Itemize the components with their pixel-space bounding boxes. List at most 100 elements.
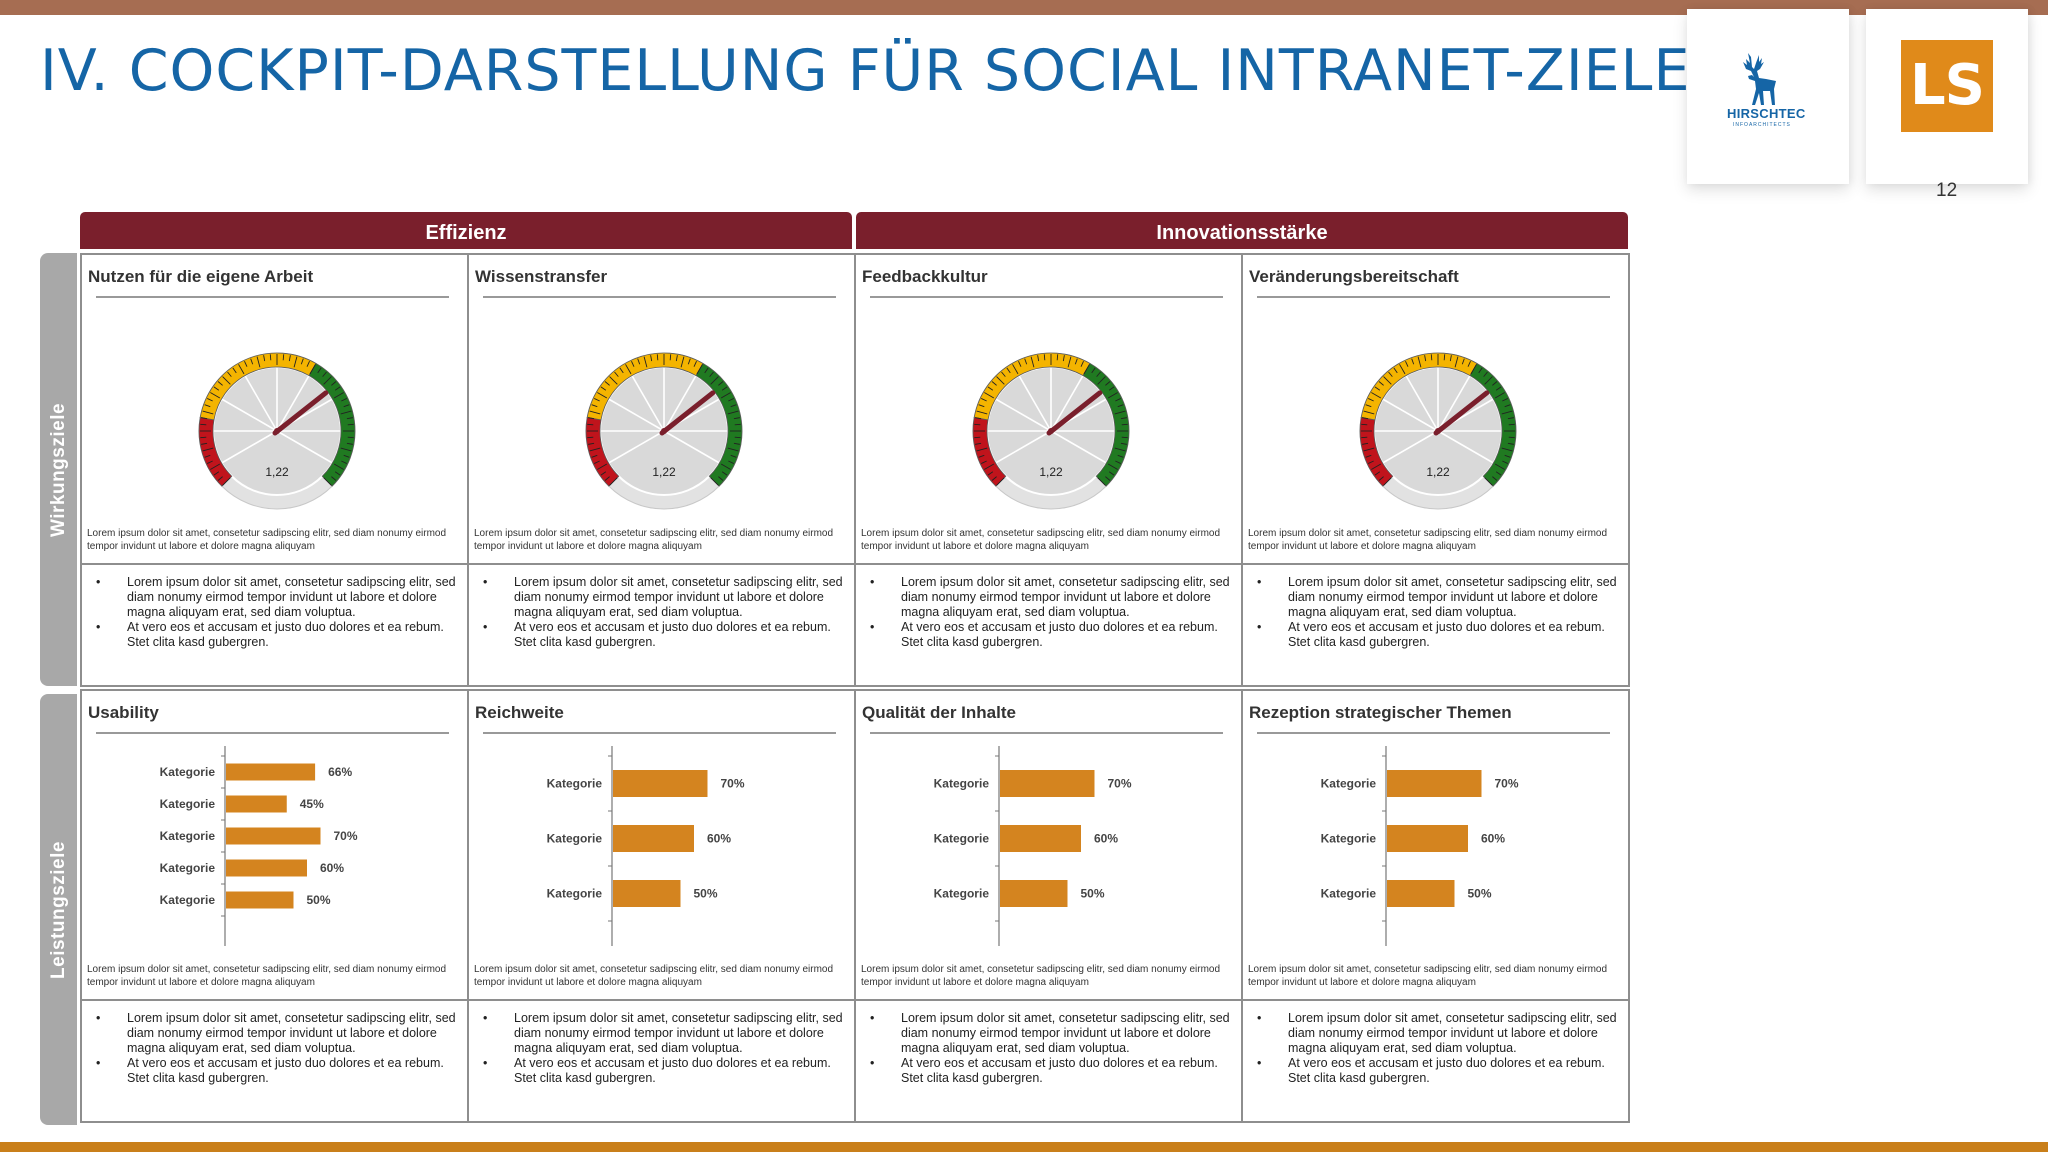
- bar-value-label: 70%: [1495, 777, 1519, 791]
- gauge-tick: [604, 381, 610, 386]
- gauge-tick: [213, 471, 220, 476]
- bar-category-label: Kategorie: [934, 887, 990, 901]
- gauge-tick: [656, 354, 659, 361]
- gauge-segment-divider: [1437, 375, 1471, 432]
- gauge-tick: [323, 477, 332, 486]
- gauge-tick: [1454, 356, 1459, 368]
- cell-title: Reichweite: [475, 703, 564, 722]
- gauge-tick: [996, 376, 1005, 385]
- gauge-tick: [204, 454, 211, 458]
- bar-chart: Kategorie 70% Kategorie 60% Kategorie 50%: [934, 746, 1132, 946]
- bullet-item: Lorem ipsum dolor sit amet, consetetur s…: [483, 1011, 844, 1056]
- title-underline: [870, 732, 1223, 734]
- gauge-band-green: [1082, 362, 1130, 487]
- gauge-tick: [1443, 354, 1446, 361]
- bar: [613, 880, 681, 907]
- bar: [1387, 770, 1482, 797]
- gauge-tick: [600, 386, 607, 391]
- gauge-tick: [210, 392, 221, 399]
- gauge-tick: [222, 477, 231, 486]
- title-underline: [483, 732, 836, 734]
- gauge-tick: [587, 436, 594, 439]
- gauge-tick: [1501, 410, 1513, 415]
- gauge-tick: [1074, 358, 1078, 365]
- gauge-tick: [201, 442, 208, 445]
- bar: [1000, 825, 1081, 852]
- bar-value-label: 66%: [328, 765, 352, 779]
- gauge-tick: [323, 376, 332, 385]
- gauge-tick: [1494, 392, 1505, 399]
- gauge-tick: [587, 423, 594, 426]
- gauge-segment-divider: [1050, 375, 1084, 432]
- gauge-tick: [987, 386, 994, 391]
- gauge-needle: [1046, 390, 1103, 436]
- bullet-item: At vero eos et accusam et justo duo dolo…: [870, 620, 1231, 650]
- gauge-tick: [1461, 358, 1465, 365]
- gauge-tick: [250, 358, 254, 365]
- bar-category-label: Kategorie: [160, 861, 216, 875]
- gauge-value-label: 1,22: [1039, 465, 1063, 479]
- gauge-tick: [1024, 358, 1028, 365]
- gauge-segment-divider: [1382, 430, 1439, 464]
- gauge-tick: [734, 423, 741, 426]
- bullet-item: Lorem ipsum dolor sit amet, consetetur s…: [483, 575, 844, 620]
- notes-box: Lorem ipsum dolor sit amet, consetetur s…: [1241, 563, 1630, 687]
- gauge-segment-divider: [1382, 398, 1439, 432]
- gauge-chart: 1,22: [1359, 352, 1517, 510]
- gauge-segment-divider: [244, 375, 278, 432]
- gauge-segment-divider: [608, 398, 665, 432]
- gauge-tick: [978, 404, 985, 408]
- gauge-tick: [288, 355, 291, 362]
- bullet-list: Lorem ipsum dolor sit amet, consetetur s…: [1257, 575, 1618, 650]
- gauge-tick: [1091, 367, 1096, 374]
- gauge-tick: [1388, 371, 1393, 377]
- bar-chart: Kategorie 66% Kategorie 45% Kategorie 70% Kate…: [160, 746, 358, 946]
- gauge-tick: [984, 463, 995, 470]
- gauge-cell: Wissenstransfer 1,22 Lorem ipsum dolor sit…: [467, 253, 856, 565]
- gauge-tick: [1495, 471, 1502, 476]
- gauge-tick: [200, 436, 207, 439]
- bar-value-label: 70%: [334, 829, 358, 843]
- ls-logo: LS: [1866, 9, 2028, 184]
- gauge-tick: [1371, 463, 1382, 470]
- gauge-tick: [710, 477, 719, 486]
- gauge-tick: [597, 392, 608, 399]
- gauge-tick: [604, 476, 610, 481]
- gauge-tick: [1484, 477, 1493, 486]
- gauge-tick: [696, 364, 703, 375]
- top-accent-bar: [0, 0, 2048, 15]
- deer-icon: [1743, 53, 1776, 105]
- bar: [1387, 825, 1468, 852]
- gauge-band-green: [308, 362, 356, 487]
- gauge-tick: [1363, 410, 1375, 415]
- gauge-tick: [1507, 442, 1514, 445]
- gauge-segment-divider: [995, 430, 1052, 464]
- bar-category-label: Kategorie: [160, 893, 216, 907]
- gauge-tick: [1492, 476, 1498, 481]
- gauge-tick: [727, 410, 739, 415]
- gauge-value-label: 1,22: [1426, 465, 1450, 479]
- bar: [226, 763, 316, 781]
- gauge-value-label: 1,22: [652, 465, 676, 479]
- bar-value-label: 50%: [1468, 887, 1492, 901]
- gauge-tick: [721, 386, 728, 391]
- bar-value-label: 50%: [694, 887, 718, 901]
- gauge-cell: Feedbackkultur 1,22 Lorem ipsum dolor sit …: [854, 253, 1243, 565]
- gauge-tick: [1030, 356, 1035, 368]
- bar-category-label: Kategorie: [547, 887, 603, 901]
- gauge-tick: [1105, 476, 1111, 481]
- gauge-tick: [721, 471, 728, 476]
- row-label-text: Wirkungsziele: [47, 402, 69, 537]
- gauge-tick: [244, 361, 248, 367]
- gauge-tick: [1507, 417, 1514, 420]
- gauge-tick: [609, 376, 618, 385]
- bar: [613, 770, 708, 797]
- gauge-tick: [991, 381, 997, 386]
- gauge-tick: [987, 471, 994, 476]
- gauge-segment-divider: [1405, 375, 1439, 432]
- gauge-tick: [232, 367, 237, 374]
- gauge-tick: [1120, 442, 1127, 445]
- gauge-tick: [202, 447, 214, 452]
- gauge-tick: [981, 398, 987, 402]
- gauge-tick: [975, 442, 982, 445]
